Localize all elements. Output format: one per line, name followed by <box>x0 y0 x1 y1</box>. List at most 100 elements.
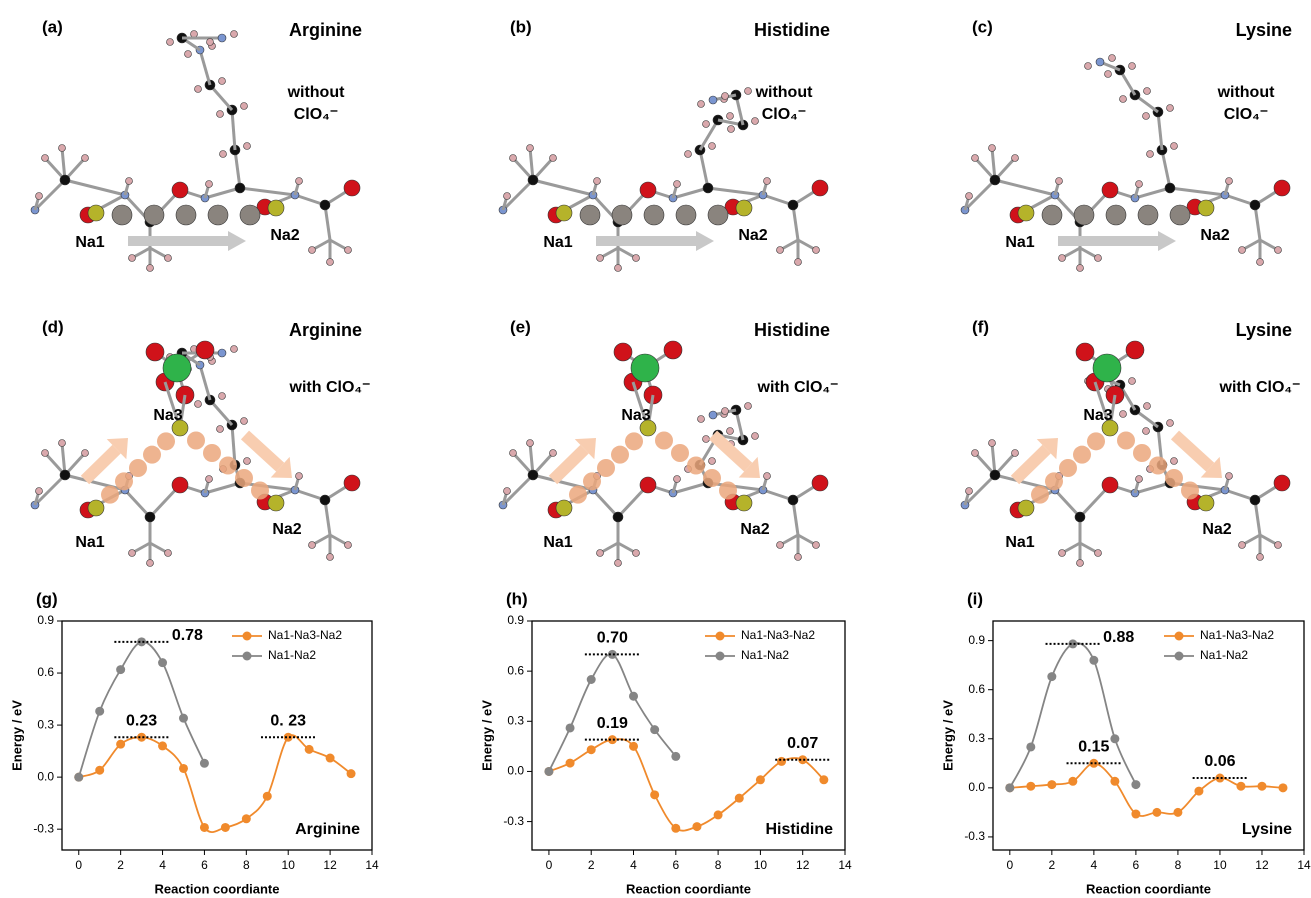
panel-label: (i) <box>967 589 983 608</box>
bond <box>1053 488 1082 519</box>
y-tick-label: 0.0 <box>968 780 985 794</box>
atom <box>579 204 601 226</box>
path-site <box>703 469 721 487</box>
panel-note: without <box>755 84 814 101</box>
atom <box>344 246 352 254</box>
atom <box>81 154 89 162</box>
atom <box>726 112 734 120</box>
atom <box>1274 246 1282 254</box>
atom <box>308 541 316 549</box>
data-point <box>565 758 575 768</box>
x-tick-label: 2 <box>1048 858 1055 872</box>
x-axis-title: Reaction coordiante <box>626 881 751 896</box>
series-line <box>548 653 677 772</box>
x-tick-label: 0 <box>1006 858 1013 872</box>
legend-label: Na1-Na3-Na2 <box>1200 628 1274 642</box>
x-tick-label: 12 <box>1255 858 1269 872</box>
data-point <box>1005 783 1015 793</box>
path-site <box>235 469 253 487</box>
site-label: Na2 <box>740 521 769 538</box>
atom <box>794 553 802 561</box>
panel-label: (c) <box>972 17 993 36</box>
atom <box>1017 499 1035 517</box>
atom <box>1238 246 1246 254</box>
atom <box>1119 410 1127 418</box>
x-tick-label: 6 <box>1133 858 1140 872</box>
data-point <box>178 713 188 723</box>
atom <box>684 150 692 158</box>
bond <box>1160 149 1172 189</box>
atom <box>1225 177 1233 185</box>
legend-marker <box>1174 651 1184 661</box>
bond <box>501 178 535 212</box>
series-line <box>1009 642 1137 789</box>
atom <box>175 204 197 226</box>
atom <box>811 474 829 492</box>
x-tick-label: 14 <box>1297 858 1311 872</box>
site-label: Na1 <box>1005 234 1034 251</box>
data-point <box>1278 783 1288 793</box>
atom <box>708 457 716 465</box>
atom <box>527 174 539 186</box>
atom <box>87 499 105 517</box>
data-point <box>1026 781 1036 791</box>
atom <box>708 142 716 150</box>
data-point <box>95 706 105 716</box>
x-tick-label: 10 <box>754 858 768 872</box>
atom <box>1135 475 1143 483</box>
legend-marker <box>242 631 252 641</box>
atom <box>218 77 226 85</box>
panel-note: without <box>1217 84 1276 101</box>
path-arrow <box>1036 438 1058 460</box>
atom <box>35 192 43 200</box>
atom <box>1101 419 1119 437</box>
y-tick-label: 0.0 <box>507 764 524 778</box>
y-tick-label: 0.6 <box>507 663 524 677</box>
atom <box>295 472 303 480</box>
atom <box>527 469 539 481</box>
annotation: 0.15 <box>1078 739 1109 756</box>
data-point <box>1089 655 1099 665</box>
y-tick-label: 0.0 <box>37 769 54 783</box>
atom <box>1094 254 1102 262</box>
bond <box>698 149 710 189</box>
atom <box>59 469 71 481</box>
atom <box>726 427 734 435</box>
atom <box>41 449 49 457</box>
bond <box>698 119 720 151</box>
x-axis-title: Reaction coordiante <box>155 881 280 896</box>
atom <box>1119 95 1127 103</box>
x-tick-label: 6 <box>672 858 679 872</box>
panel-title: Histidine <box>754 20 830 40</box>
atom <box>111 204 133 226</box>
data-point <box>116 739 126 749</box>
bond <box>1253 499 1262 536</box>
annotation: 0.70 <box>597 630 628 647</box>
data-point <box>1236 781 1246 791</box>
site-label: Na2 <box>738 227 767 244</box>
atom <box>549 449 557 457</box>
site-label: Na2 <box>1202 521 1231 538</box>
atom <box>632 549 640 557</box>
atom <box>230 345 238 353</box>
data-point <box>1068 639 1078 649</box>
bond <box>528 147 535 181</box>
atom <box>58 439 66 447</box>
y-tick-label: -0.3 <box>33 821 54 835</box>
atom <box>81 449 89 457</box>
atom <box>41 154 49 162</box>
atom <box>35 487 43 495</box>
path-site <box>1073 445 1091 464</box>
atom <box>763 177 771 185</box>
atom <box>125 177 133 185</box>
site-label: Na1 <box>543 234 572 251</box>
data-point <box>1110 734 1120 744</box>
annotation: 0.07 <box>787 735 818 752</box>
path-arrow <box>708 430 753 472</box>
atom <box>632 254 640 262</box>
atom <box>673 180 681 188</box>
bond <box>33 178 67 212</box>
site-label: Na1 <box>543 534 572 551</box>
atom <box>326 258 334 266</box>
atom <box>1058 549 1066 557</box>
